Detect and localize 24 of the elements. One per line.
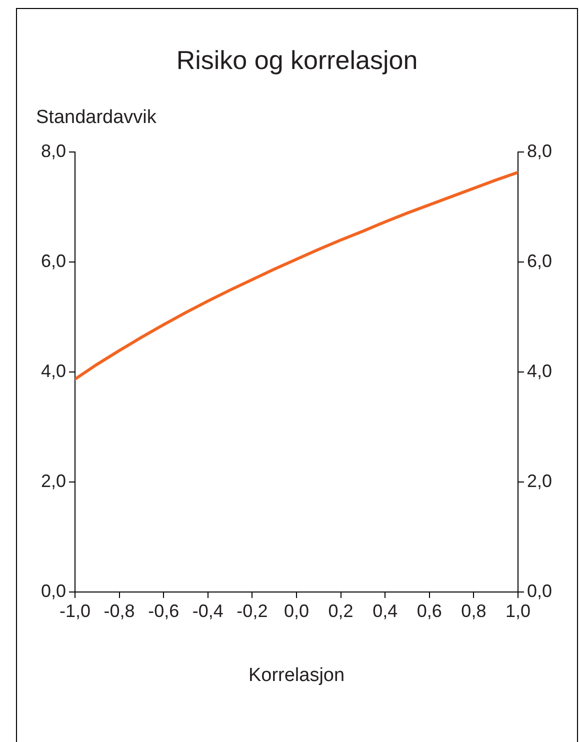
y-tick-label: 6,0 — [40, 250, 66, 271]
chart-title: Risiko og korrelasjon — [176, 45, 418, 76]
y-tick-label: 2,0 — [40, 470, 66, 491]
x-tick-label: -0,2 — [236, 600, 268, 621]
x-tick-label: 0,2 — [328, 600, 354, 621]
y2-tick-label: 8,0 — [527, 140, 552, 161]
x-tick-label: 0,8 — [461, 600, 486, 621]
x-tick-label: 0,6 — [416, 600, 442, 621]
y-axis-title: Standardavvik — [36, 107, 157, 128]
x-tick-label: -1,0 — [59, 600, 91, 621]
y2-tick-label: 0,0 — [527, 580, 552, 601]
x-tick-label: -0,4 — [192, 600, 224, 621]
y2-tick-label: 6,0 — [527, 250, 552, 271]
x-tick-label: -0,8 — [104, 600, 135, 621]
y-tick-label: 8,0 — [40, 140, 66, 161]
x-tick-label: 1,0 — [505, 600, 531, 621]
y2-tick-label: 4,0 — [527, 360, 552, 381]
y2-tick-label: 2,0 — [527, 470, 552, 491]
y-tick-label: 4,0 — [40, 360, 66, 381]
y-tick-label: 0,0 — [40, 580, 66, 601]
x-tick-label: 0,4 — [372, 600, 398, 621]
x-tick-label: -0,6 — [148, 600, 180, 621]
x-tick-label: 0,0 — [284, 600, 310, 621]
x-axis-title: Korrelasjon — [248, 665, 345, 686]
